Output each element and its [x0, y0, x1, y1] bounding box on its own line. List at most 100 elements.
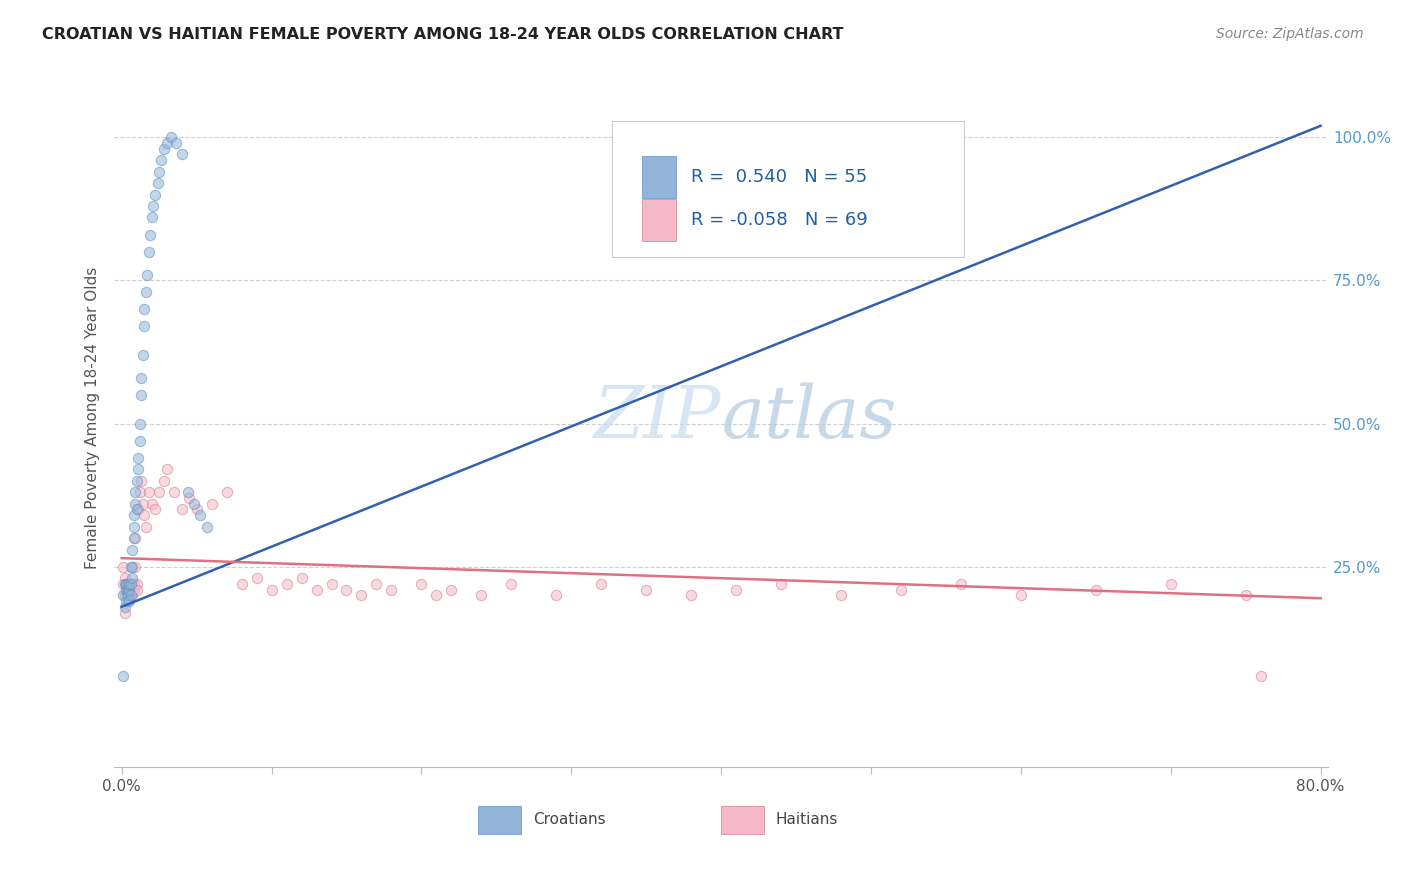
- Point: [120, 577, 142, 591]
- Text: R =  0.540   N = 55: R = 0.540 N = 55: [690, 168, 868, 186]
- Point: [179, 491, 201, 505]
- Point: [163, 485, 186, 500]
- Point: [127, 462, 149, 476]
- FancyBboxPatch shape: [612, 121, 965, 257]
- Point: [124, 559, 146, 574]
- Point: [148, 485, 170, 500]
- Text: Source: ZipAtlas.com: Source: ZipAtlas.com: [1216, 27, 1364, 41]
- Point: [121, 542, 143, 557]
- Text: ZIP: ZIP: [593, 383, 721, 453]
- Point: [117, 588, 139, 602]
- Point: [129, 370, 152, 384]
- Point: [201, 497, 224, 511]
- Point: [949, 577, 972, 591]
- Text: CROATIAN VS HAITIAN FEMALE POVERTY AMONG 18-24 YEAR OLDS CORRELATION CHART: CROATIAN VS HAITIAN FEMALE POVERTY AMONG…: [42, 27, 844, 42]
- Point: [143, 187, 166, 202]
- Point: [115, 582, 138, 597]
- Point: [170, 502, 193, 516]
- Point: [136, 268, 159, 282]
- Point: [1160, 577, 1182, 591]
- Point: [131, 348, 153, 362]
- Point: [118, 577, 141, 591]
- Point: [121, 571, 143, 585]
- Point: [770, 577, 793, 591]
- Point: [118, 577, 141, 591]
- Point: [143, 502, 166, 516]
- Point: [120, 588, 142, 602]
- Bar: [721, 805, 763, 833]
- Point: [122, 508, 145, 523]
- Point: [142, 199, 165, 213]
- Point: [114, 588, 136, 602]
- Point: [148, 164, 170, 178]
- Point: [120, 588, 142, 602]
- Point: [134, 508, 156, 523]
- Point: [830, 588, 852, 602]
- Point: [115, 582, 138, 597]
- Point: [186, 502, 208, 516]
- Point: [114, 571, 136, 585]
- Point: [117, 588, 139, 602]
- Point: [146, 176, 169, 190]
- Point: [112, 588, 135, 602]
- Point: [128, 417, 150, 431]
- Point: [470, 588, 492, 602]
- Point: [1234, 588, 1257, 602]
- Point: [115, 577, 138, 591]
- Point: [160, 130, 183, 145]
- Point: [380, 582, 402, 597]
- Point: [118, 582, 141, 597]
- Point: [152, 474, 174, 488]
- Point: [440, 582, 463, 597]
- Point: [120, 559, 142, 574]
- Point: [546, 588, 568, 602]
- Point: [1010, 588, 1032, 602]
- Point: [122, 582, 145, 597]
- Point: [134, 319, 156, 334]
- Bar: [643, 156, 676, 198]
- Point: [117, 594, 139, 608]
- Point: [124, 531, 146, 545]
- Point: [366, 577, 388, 591]
- Point: [115, 577, 138, 591]
- Point: [1250, 668, 1272, 682]
- Bar: [643, 199, 676, 241]
- Point: [114, 577, 136, 591]
- Point: [121, 582, 143, 597]
- Point: [231, 577, 253, 591]
- Point: [135, 285, 157, 299]
- Point: [501, 577, 523, 591]
- Point: [276, 577, 298, 591]
- Point: [112, 559, 135, 574]
- Point: [681, 588, 703, 602]
- Text: Haitians: Haitians: [776, 812, 838, 827]
- Point: [170, 147, 193, 161]
- Text: R = -0.058   N = 69: R = -0.058 N = 69: [690, 211, 868, 228]
- Point: [124, 497, 146, 511]
- Point: [127, 502, 149, 516]
- Point: [152, 142, 174, 156]
- Point: [125, 582, 148, 597]
- Point: [112, 577, 135, 591]
- Point: [156, 136, 179, 150]
- Point: [725, 582, 748, 597]
- Point: [122, 519, 145, 533]
- Point: [195, 519, 218, 533]
- Point: [122, 531, 145, 545]
- Point: [138, 244, 160, 259]
- Point: [156, 462, 179, 476]
- Text: atlas: atlas: [721, 383, 897, 453]
- Point: [305, 582, 328, 597]
- Point: [183, 497, 205, 511]
- Point: [118, 582, 141, 597]
- Point: [176, 485, 198, 500]
- Point: [121, 588, 143, 602]
- Point: [141, 211, 163, 225]
- Point: [125, 577, 148, 591]
- Bar: [478, 805, 520, 833]
- Point: [122, 577, 145, 591]
- Point: [135, 519, 157, 533]
- Point: [128, 485, 150, 500]
- Point: [115, 594, 138, 608]
- Point: [112, 668, 135, 682]
